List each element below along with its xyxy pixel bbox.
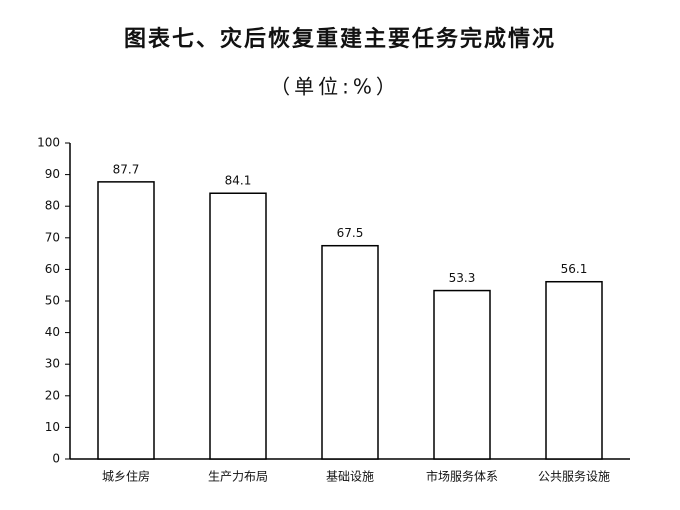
data-label: 56.1 (561, 262, 588, 276)
bar (209, 192, 267, 460)
data-label: 87.7 (113, 162, 140, 176)
y-tick-label: 10 (45, 420, 60, 434)
chart-title: 图表七、灾后恢复重建主要任务完成情况 (124, 26, 556, 52)
x-tick-label: 生产力布局 (208, 470, 268, 484)
data-label: 84.1 (225, 174, 252, 188)
data-label: 53.3 (449, 271, 476, 285)
data-label: 67.5 (337, 226, 364, 240)
x-tick-label: 基础设施 (326, 470, 374, 484)
bar (433, 289, 491, 460)
y-tick-label: 50 (45, 294, 60, 308)
y-tick-label: 40 (45, 325, 60, 339)
y-tick-label: 0 (52, 452, 60, 466)
y-tick-label: 90 (45, 167, 60, 181)
bar (97, 181, 155, 460)
y-tick-label: 20 (45, 388, 60, 402)
y-tick-label: 100 (37, 136, 60, 150)
x-tick-label: 城乡住房 (102, 469, 150, 484)
bar (321, 244, 379, 460)
chart-subtitle: （单位:%） (270, 75, 400, 99)
x-tick-label: 公共服务设施 (538, 469, 610, 484)
bar (545, 280, 603, 460)
y-tick-label: 70 (45, 230, 60, 244)
y-tick-label: 80 (45, 199, 60, 213)
y-tick-label: 30 (45, 357, 60, 371)
y-tick-label: 60 (45, 262, 60, 276)
x-tick-label: 市场服务体系 (426, 469, 498, 484)
